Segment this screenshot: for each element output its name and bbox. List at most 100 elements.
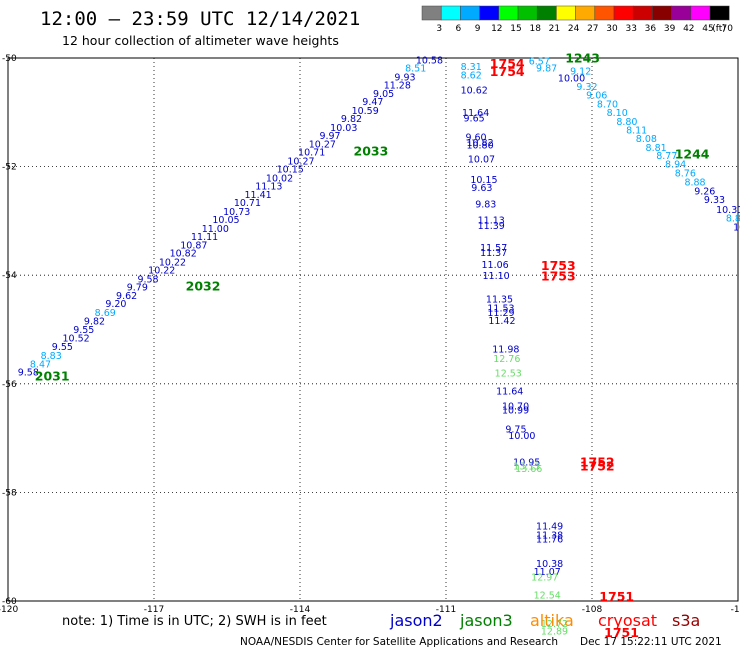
wave-height-value: 9.05 <box>373 89 394 100</box>
wave-height-value: 12.72 <box>541 619 568 630</box>
wave-height-value: 11.98 <box>492 344 519 355</box>
pass-time-label: 1751 <box>599 589 634 604</box>
wave-height-value: 9.60 <box>465 133 486 144</box>
wave-height-value: 10.05 <box>212 215 239 226</box>
wave-height-value: 9.87 <box>536 64 557 75</box>
wave-height-value: 12.54 <box>534 590 561 601</box>
wave-height-value: 8.51 <box>405 64 426 75</box>
wave-height-value: 10.38 <box>536 559 563 570</box>
wave-height-value: 12.76 <box>493 354 520 365</box>
wave-height-value: 9.58 <box>18 368 39 379</box>
wave-height-value: 8.88 <box>684 178 705 189</box>
wave-height-value: 11.76 <box>536 534 563 545</box>
wave-height-value: 10.00 <box>558 73 585 84</box>
legend-swatch <box>613 5 634 21</box>
wave-height-value: 10.99 <box>502 406 529 417</box>
wave-height-value: 9.75 <box>505 425 526 436</box>
wave-height-value: 9.55 <box>52 342 73 353</box>
plot-frame <box>7 57 739 602</box>
x-tick-label: -117 <box>144 605 164 615</box>
legend-label: 24 <box>568 24 580 34</box>
pass-time-label: 1754 <box>490 56 525 71</box>
legend-swatch <box>421 5 442 21</box>
wave-height-value: 11.37 <box>480 248 507 259</box>
timestamp-text: Dec 17 15:22:11 UTC 2021 <box>580 636 722 648</box>
pass-time-label: 1753 <box>541 258 576 273</box>
legend-label: 15 <box>510 24 521 34</box>
legend-swatch <box>479 5 500 21</box>
y-tick-label: -60 <box>2 597 17 607</box>
legend-swatch <box>498 5 519 21</box>
wave-height-value: 12.97 <box>531 572 558 583</box>
wave-height-value: 9.26 <box>694 186 715 197</box>
wave-height-value: 8.80 <box>616 117 637 128</box>
wave-height-value: 11.13 <box>478 216 505 227</box>
wave-height-value: 9.97 <box>319 131 340 142</box>
wave-height-value: 12.89 <box>541 627 568 638</box>
legend-label: 70 <box>721 24 733 34</box>
wave-height-value: 9.32 <box>576 82 597 93</box>
wave-height-value: 11.64 <box>462 108 489 119</box>
y-tick-label: -56 <box>2 380 17 390</box>
wave-height-value: 10.07 <box>468 154 495 165</box>
wave-height-value: 12.53 <box>495 369 522 380</box>
wave-height-value: 6.57 <box>529 57 550 68</box>
satellite-name: jason3 <box>459 611 513 630</box>
wave-height-value: 10.15 <box>470 175 497 186</box>
wave-height-value: 8.11 <box>626 125 647 136</box>
wave-height-value: 8.94 <box>665 160 686 171</box>
wave-height-value: 8.10 <box>607 108 628 119</box>
legend-label: 39 <box>664 24 676 34</box>
legend-swatch <box>440 5 461 21</box>
x-tick-label: -120 <box>0 605 18 615</box>
x-tick-label: -10 <box>731 605 740 615</box>
pass-time-label: 1244 <box>675 146 710 161</box>
wave-height-value: 9.83 <box>475 199 496 210</box>
wave-height-value: 10.52 <box>63 333 90 344</box>
wave-height-value: 10.62 <box>461 85 488 96</box>
wave-height-value: 10.82 <box>170 249 197 260</box>
wave-height-value: 10.70 <box>502 401 529 412</box>
wave-height-value: 9.12 <box>570 66 591 77</box>
wave-height-value: 11.39 <box>478 221 505 232</box>
wave-height-value: 9.20 <box>105 299 126 310</box>
wave-height-value: 13.66 <box>515 464 542 475</box>
wave-height-value: 8.76 <box>675 168 696 179</box>
wave-height-value: 11.38 <box>536 531 563 542</box>
wave-height-value: 10. <box>733 223 740 234</box>
x-tick-label: -111 <box>436 605 456 615</box>
wave-height-value: 10.58 <box>416 55 443 66</box>
legend-swatch <box>460 5 480 21</box>
legend-label: 3 <box>436 24 442 34</box>
axis-ticks: -120 -117 -114 -111 -108 -10 -50 -52 -54 -56 -58 -6… <box>0 54 740 615</box>
footer-note: note: 1) Time is in UTC; 2) SWH is in fe… <box>62 614 327 629</box>
credit-text: NOAA/NESDIS Center for Satellite Applica… <box>240 636 558 648</box>
chart-title: 12:00 – 23:59 UTC 12/14/2021 <box>40 8 360 30</box>
wave-height-value: 8.77 <box>656 151 677 162</box>
wave-height-value: 11.13 <box>255 181 282 192</box>
legend-label: 30 <box>606 24 618 34</box>
pass-time-label: 1753 <box>541 269 576 284</box>
wave-height-value: 8.83 <box>41 351 62 362</box>
wave-height-value: 9.79 <box>127 282 148 293</box>
legend-swatch <box>652 5 672 21</box>
pass-time-label: 1754 <box>490 64 525 79</box>
wave-height-value: 11.29 <box>487 308 514 319</box>
x-tick-label: -108 <box>582 605 603 615</box>
wave-height-value: 11.41 <box>245 190 272 201</box>
wave-height-value: 10.59 <box>352 106 379 117</box>
wave-height-value: 9.55 <box>73 325 94 336</box>
legend-swatch <box>671 5 692 21</box>
satellite-name: jason2 <box>389 611 443 630</box>
wave-height-value: 10.22 <box>159 257 186 268</box>
wave-height-value: 9.82 <box>84 317 105 328</box>
wave-height-value: 11.06 <box>482 260 509 271</box>
satellite-name: s3a <box>672 611 700 630</box>
wave-height-value: 10.80 <box>466 141 493 152</box>
pass-time-label: 1243 <box>565 50 600 65</box>
wave-height-value: 11.07 <box>534 567 561 578</box>
wave-height-value: 10.71 <box>298 148 325 159</box>
